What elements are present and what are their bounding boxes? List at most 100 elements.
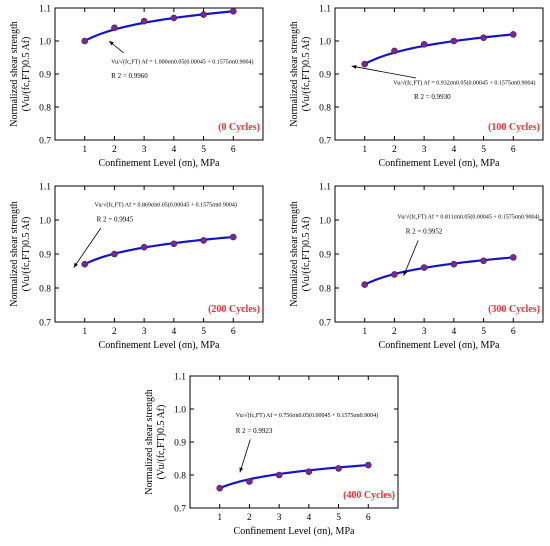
x-tick-label: 5 bbox=[201, 327, 206, 337]
x-tick-label: 3 bbox=[422, 145, 427, 155]
y-axis-label-line1: Normalized shear strength bbox=[9, 201, 20, 307]
data-point bbox=[229, 233, 237, 241]
x-tick-label: 1 bbox=[362, 327, 367, 337]
x-tick-label: 1 bbox=[82, 327, 87, 337]
chart-panel-2: 0.7 0.8 0.9 1.0 1.1 1 2 3 4 5 6 Confinement Level (… bbox=[289, 5, 544, 169]
data-point bbox=[111, 250, 118, 258]
x-tick-label: 5 bbox=[481, 327, 486, 337]
data-point bbox=[200, 11, 207, 18]
x-tick-label: 2 bbox=[392, 145, 397, 155]
data-point bbox=[246, 478, 253, 485]
data-point bbox=[509, 254, 517, 261]
y-axis-label-line1: Normalized shear strength bbox=[289, 201, 300, 307]
chart-panel-1: 0.7 0.8 0.9 1.0 1.1 1 2 3 4 5 6 Confinement Level (… bbox=[9, 5, 264, 169]
y-axis-label-line1: Normalized shear strength bbox=[9, 21, 20, 127]
y-tick-label: 1.1 bbox=[319, 183, 331, 193]
x-tick-label: 3 bbox=[422, 327, 427, 337]
x-tick-label: 5 bbox=[336, 513, 341, 523]
y-tick-label: 0.8 bbox=[39, 104, 51, 114]
fit-curve bbox=[84, 10, 234, 42]
data-point bbox=[200, 237, 207, 244]
y-tick-label: 0.7 bbox=[174, 505, 186, 515]
x-tick-label: 4 bbox=[451, 327, 456, 337]
data-point bbox=[361, 281, 369, 288]
y-tick-label: 1.1 bbox=[39, 5, 51, 15]
y-axis-label-line2: (Vu/(fc,FT)0.5 Af) bbox=[21, 217, 32, 292]
y-axis-label-line2: (Vu/(fc,FT)0.5 Af) bbox=[156, 405, 167, 480]
annotation-arrow bbox=[403, 240, 419, 276]
fit-curve bbox=[364, 33, 514, 66]
annotation-arrow bbox=[73, 227, 102, 268]
fit-curve bbox=[84, 235, 234, 266]
y-tick-label: 0.7 bbox=[319, 137, 331, 147]
arrow-head bbox=[351, 64, 357, 69]
data-point bbox=[480, 257, 487, 265]
data-point bbox=[81, 37, 89, 45]
data-point bbox=[480, 34, 487, 42]
y-tick-label: 1.0 bbox=[319, 38, 331, 48]
fit-equation: Vu/√(fc,FT) Af = 0.811σn0.05(0.00045 + 0… bbox=[397, 214, 539, 221]
chart-panel-4: 0.7 0.8 0.9 1.0 1.1 1 2 3 4 5 6 Confinement Level (… bbox=[289, 183, 544, 351]
y-axis-label-line2: (Vu/(fc,FT)0.5 Af) bbox=[301, 217, 312, 292]
data-point bbox=[364, 461, 372, 469]
x-axis-label: Confinement Level (σn), MPa bbox=[234, 526, 355, 537]
y-tick-label: 0.9 bbox=[39, 251, 51, 261]
y-tick-label: 1.1 bbox=[39, 183, 51, 193]
fit-equation: Vu/√(fc,FT) Af = 1.000σn0.05(0.00045 + 0… bbox=[111, 58, 253, 65]
cycles-label: (300 Cycles) bbox=[488, 304, 540, 315]
x-tick-label: 4 bbox=[171, 145, 176, 155]
x-tick-label: 3 bbox=[277, 513, 282, 523]
x-tick-label: 6 bbox=[511, 327, 516, 337]
x-tick-label: 4 bbox=[171, 327, 176, 337]
data-point bbox=[335, 465, 342, 472]
data-point bbox=[420, 40, 428, 48]
x-tick-label: 6 bbox=[511, 145, 516, 155]
y-tick-label: 1.0 bbox=[39, 217, 51, 227]
x-tick-label: 3 bbox=[142, 145, 147, 155]
data-point bbox=[361, 60, 369, 68]
fit-equation: Vu/√(fc,FT) Af = 0.932σn0.05(0.00045 + 0… bbox=[393, 80, 535, 87]
x-tick-label: 1 bbox=[82, 145, 87, 155]
y-tick-label: 0.9 bbox=[174, 439, 186, 449]
y-tick-label: 1.1 bbox=[174, 373, 186, 383]
cycles-label: (100 Cycles) bbox=[488, 122, 540, 133]
r-squared-label: R 2 = 0.9930 bbox=[414, 93, 451, 101]
x-tick-label: 4 bbox=[451, 145, 456, 155]
y-axis-label-line1: Normalized shear strength bbox=[144, 389, 155, 495]
x-tick-label: 4 bbox=[306, 513, 311, 523]
data-point bbox=[170, 14, 178, 22]
data-point bbox=[305, 468, 313, 476]
annotation-arrow bbox=[351, 65, 417, 79]
data-point bbox=[509, 31, 517, 38]
chart-panel-5: 0.7 0.8 0.9 1.0 1.1 1 2 3 4 5 6 Confinement Level (… bbox=[144, 373, 399, 537]
x-tick-label: 5 bbox=[201, 145, 206, 155]
data-point bbox=[450, 37, 458, 45]
x-tick-label: 1 bbox=[362, 145, 367, 155]
x-tick-label: 6 bbox=[231, 145, 236, 155]
x-tick-label: 2 bbox=[392, 327, 397, 337]
x-tick-label: 2 bbox=[247, 513, 252, 523]
y-tick-label: 0.7 bbox=[39, 319, 51, 329]
data-point bbox=[140, 243, 148, 251]
y-tick-label: 1.1 bbox=[319, 5, 331, 15]
x-tick-label: 2 bbox=[112, 145, 117, 155]
x-axis-label: Confinement Level (σn), MPa bbox=[99, 340, 220, 351]
data-point bbox=[229, 8, 237, 15]
y-axis-label-line2: (Vu/(fc,FT)0.5 Af) bbox=[301, 37, 312, 112]
fit-equation: Vu/√(fc,FT) Af = 0.869σn0.05(0.00045 + 0… bbox=[95, 201, 237, 208]
data-point bbox=[391, 271, 398, 278]
y-tick-label: 1.0 bbox=[174, 406, 186, 416]
plot-frame bbox=[54, 7, 264, 141]
y-tick-label: 0.8 bbox=[319, 285, 331, 295]
arrow-head bbox=[239, 467, 244, 473]
cycles-label: (400 Cycles) bbox=[343, 490, 395, 501]
x-tick-label: 2 bbox=[112, 327, 117, 337]
fit-curve bbox=[364, 256, 514, 286]
chart-panel-3: 0.7 0.8 0.9 1.0 1.1 1 2 3 4 5 6 Confinement Level (… bbox=[9, 183, 264, 351]
data-point bbox=[391, 47, 398, 55]
plot-frame bbox=[334, 7, 544, 141]
y-axis-label-line1: Normalized shear strength bbox=[289, 21, 300, 127]
y-tick-label: 0.9 bbox=[319, 71, 331, 81]
data-point bbox=[81, 260, 89, 268]
